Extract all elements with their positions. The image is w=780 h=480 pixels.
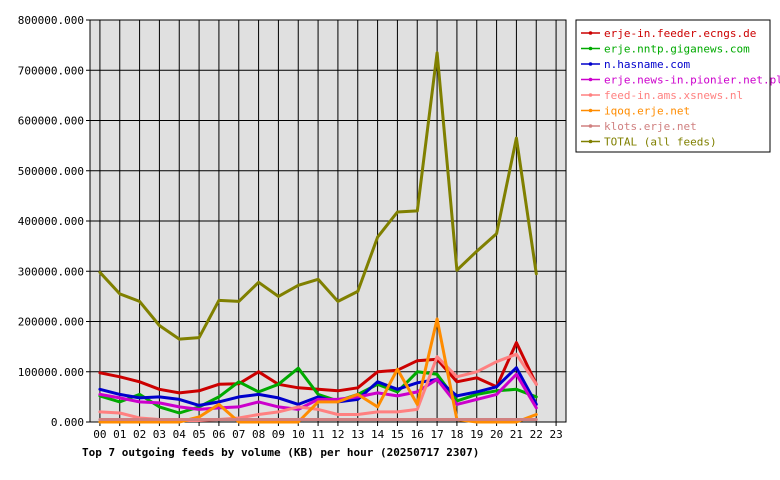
series-line-0: [98, 341, 538, 395]
series-lines: [98, 51, 538, 424]
y-tick-label: 100000.000: [18, 366, 84, 379]
y-tick-label: 200000.000: [18, 316, 84, 329]
legend-label: iqoq.erje.net: [604, 105, 690, 118]
x-tick-label: 19: [470, 428, 483, 441]
x-tick-label: 17: [430, 428, 443, 441]
legend-marker: [588, 31, 593, 35]
x-tick-label: 16: [411, 428, 424, 441]
x-tick-label: 21: [510, 428, 523, 441]
x-tick-label: 10: [292, 428, 305, 441]
legend-label: erje-in.feeder.ecngs.de: [604, 27, 756, 40]
y-tick-label: 600000.000: [18, 115, 84, 128]
x-tick-label: 11: [311, 428, 324, 441]
legend-label: n.hasname.com: [604, 58, 690, 71]
legend-marker: [588, 139, 593, 144]
x-tick-label: 04: [173, 428, 187, 441]
legend: erje-in.feeder.ecngs.de erje.nntp.giganew…: [575, 19, 780, 153]
legend-marker: [588, 108, 593, 113]
series-line-3: [98, 372, 538, 411]
x-tick-label: 12: [331, 428, 344, 441]
legend-label: erje.nntp.giganews.com: [604, 43, 750, 56]
x-tick-label: 02: [133, 428, 146, 441]
y-tick-label: 500000.000: [18, 165, 84, 178]
x-tick-label: 18: [450, 428, 463, 441]
x-tick-label: 23: [549, 428, 562, 441]
legend-marker: [588, 77, 593, 82]
x-tick-label: 15: [391, 428, 404, 441]
legend-box: [575, 19, 771, 153]
grid-lines: [90, 20, 566, 422]
y-tick-label: 300000.000: [18, 265, 84, 278]
y-tick-label: 700000.000: [18, 64, 84, 77]
legend-marker: [588, 62, 593, 66]
x-axis-ticks: 00 01 02 03 04 05 06 07 08 09 10 11 12 13 14 15 16 17 18 19…: [93, 422, 563, 441]
y-tick-label: 0.000: [51, 416, 84, 429]
legend-label: TOTAL (all feeds): [604, 136, 717, 149]
x-tick-label: 03: [153, 428, 166, 441]
legend-label: feed-in.ams.xsnews.nl: [604, 89, 743, 102]
legend-label: erje.news-in.pionier.net.pl: [604, 74, 780, 87]
legend-marker: [588, 93, 593, 97]
chart-title: Top 7 outgoing feeds by volume (KB) per …: [82, 446, 479, 459]
series-line-1: [98, 366, 538, 415]
series-line-2: [98, 366, 538, 407]
y-axis-ticks: 0.000 100000.000 200000.000 300000.000 40000…: [18, 14, 90, 429]
x-tick-label: 07: [232, 428, 245, 441]
y-tick-label: 400000.000: [18, 215, 84, 228]
x-tick-label: 00: [93, 428, 106, 441]
legend-label: klots.erje.net: [604, 120, 697, 133]
x-tick-label: 05: [192, 428, 205, 441]
x-tick-label: 22: [530, 428, 543, 441]
series-line-7: [98, 51, 538, 341]
y-tick-label: 800000.000: [18, 14, 84, 27]
x-tick-label: 06: [212, 428, 225, 441]
x-tick-label: 14: [371, 428, 385, 441]
x-tick-label: 13: [351, 428, 364, 441]
legend-marker: [588, 124, 593, 128]
x-tick-label: 20: [490, 428, 503, 441]
x-tick-label: 08: [252, 428, 265, 441]
x-tick-label: 01: [113, 428, 126, 441]
x-tick-label: 09: [272, 428, 285, 441]
legend-marker: [588, 46, 593, 51]
